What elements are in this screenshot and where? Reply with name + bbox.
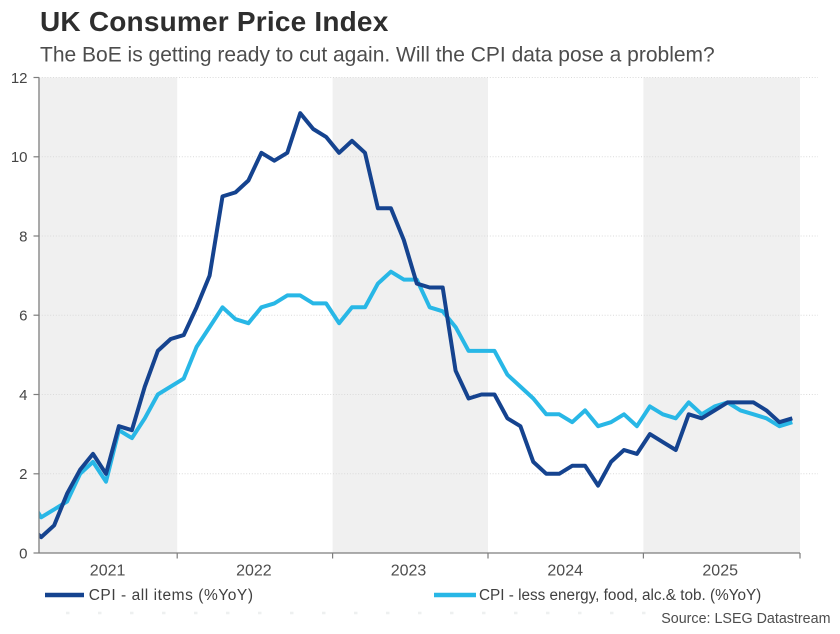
svg-text:2024: 2024 bbox=[547, 563, 583, 580]
svg-text:2021: 2021 bbox=[90, 563, 126, 580]
svg-text:10: 10 bbox=[11, 149, 28, 166]
svg-text:2: 2 bbox=[19, 466, 27, 483]
svg-text:2022: 2022 bbox=[236, 563, 272, 580]
svg-text:UK Consumer Price Index: UK Consumer Price Index bbox=[40, 6, 389, 37]
svg-text:Source: LSEG Datastream: Source: LSEG Datastream bbox=[661, 611, 830, 627]
svg-text:CPI - less energy, food, alc.&: CPI - less energy, food, alc.& tob. (%Yo… bbox=[479, 587, 761, 604]
svg-text:6: 6 bbox=[19, 308, 27, 325]
svg-text:12: 12 bbox=[11, 70, 28, 87]
svg-text:2023: 2023 bbox=[391, 563, 427, 580]
svg-text:The BoE is getting ready to cu: The BoE is getting ready to cut again. W… bbox=[40, 44, 715, 67]
svg-text:CPI - all items (%YoY): CPI - all items (%YoY) bbox=[89, 587, 254, 604]
svg-text:2025: 2025 bbox=[702, 563, 738, 580]
svg-text:8: 8 bbox=[19, 228, 27, 245]
svg-text:4: 4 bbox=[19, 387, 27, 404]
svg-text:0: 0 bbox=[19, 545, 27, 562]
